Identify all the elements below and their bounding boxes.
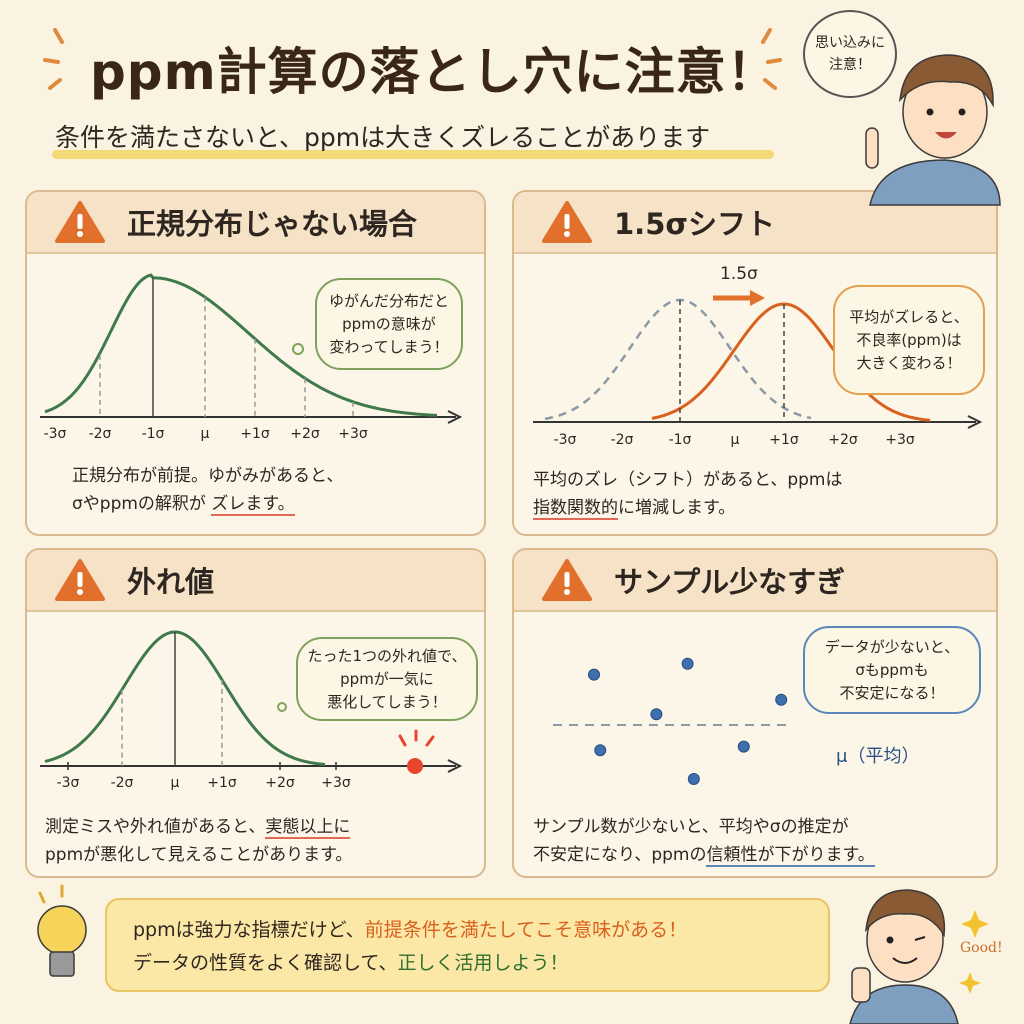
tick-label: +3σ [321,775,351,791]
shift-arrow-head [750,290,765,306]
shift-label: 1.5σ [720,264,758,284]
x-axis-arrow [447,759,463,773]
sample-point [650,708,663,721]
tick-label: -2σ [110,775,134,791]
speech-bubble-outlier: たった1つの外れ値で、 ppmが一気に 悪化してしまう！ [296,637,478,721]
panel-title: 正規分布じゃない場合 [127,207,418,241]
tick-label: +3σ [338,426,368,442]
normal-distribution-curve [44,630,326,766]
summary-banner: ppmは強力な指標だけど、前提条件を満たしてこそ意味がある！ データの性質をよく… [105,898,830,992]
thought-dot [292,343,304,355]
tick-label: -3σ [43,426,67,442]
warning-icon [542,201,592,243]
page-subtitle: 条件を満たさないと、ppmは大きくズレることがあります [55,123,711,152]
warning-icon [55,201,105,243]
tick-label: -1σ [668,432,692,448]
tick-label: -2σ [88,426,112,442]
outlier-burst [425,735,435,747]
character-speech-bubble: 思い込みに 注意！ [803,10,897,98]
mean-label: μ（平均） [836,746,920,767]
panel-title: 1.5σシフト [614,207,775,241]
tick-label: μ [200,426,210,442]
tick-label: +1σ [769,432,799,448]
panel-description: サンプル数が少ないと、平均やσの推定が 不安定になり、ppmの信頼性が下がります… [533,817,875,867]
tick-label: +3σ [885,432,915,448]
tick-label: +2σ [265,775,295,791]
subtitle-highlight [52,150,774,159]
speech-bubble-skew: ゆがんだ分布だと ppmの意味が 変わってしまう！ [315,278,463,370]
speech-bubble-shift: 平均がズレると、 不良率(ppm)は 大きく変わる！ [833,285,985,395]
panel-description: 平均のズレ（シフト）があると、ppmは 指数関数的に増減します。 [533,470,843,520]
x-axis-arrow [447,410,463,424]
tick-label: -3σ [56,775,80,791]
panel-title: 外れ値 [127,565,215,599]
thought-dot [277,702,287,712]
sample-point [737,740,750,753]
original-distribution-curve [544,298,812,421]
good-label: Good! [960,940,1003,956]
sample-point [594,744,607,757]
sample-point [588,668,600,681]
tick-label: -1σ [141,426,165,442]
tick-label: μ [730,432,740,448]
warning-icon [542,559,592,601]
sample-point [681,657,694,670]
warning-icon [55,559,105,601]
skewed-distribution-curve [44,273,438,417]
page-title: ppm計算の落とし穴に注意！ [90,43,778,101]
sample-point [775,693,788,706]
outlier-point [407,758,423,774]
tick-label: +2σ [828,432,858,448]
x-axis-arrow [967,415,983,429]
panel-description: 正規分布が前提。ゆがみがあると、 σやppmの解釈が ズレます。 [72,466,344,516]
tick-label: +1σ [240,426,270,442]
tick-label: +2σ [290,426,320,442]
outlier-burst [398,734,407,747]
tick-label: μ [170,775,180,791]
tick-label: +1σ [207,775,237,791]
shifted-distribution-curve [651,302,931,422]
sample-point [687,773,700,785]
panel-title: サンプル少なすぎ [614,565,846,599]
tick-label: -2σ [610,432,634,448]
tick-label: -3σ [553,432,577,448]
panel-description: 測定ミスや外れ値があると、実態以上に ppmが悪化して見えることがあります。 [45,817,353,865]
speech-bubble-sample: データが少ないと、 σもppmも 不安定になる！ [803,626,981,714]
